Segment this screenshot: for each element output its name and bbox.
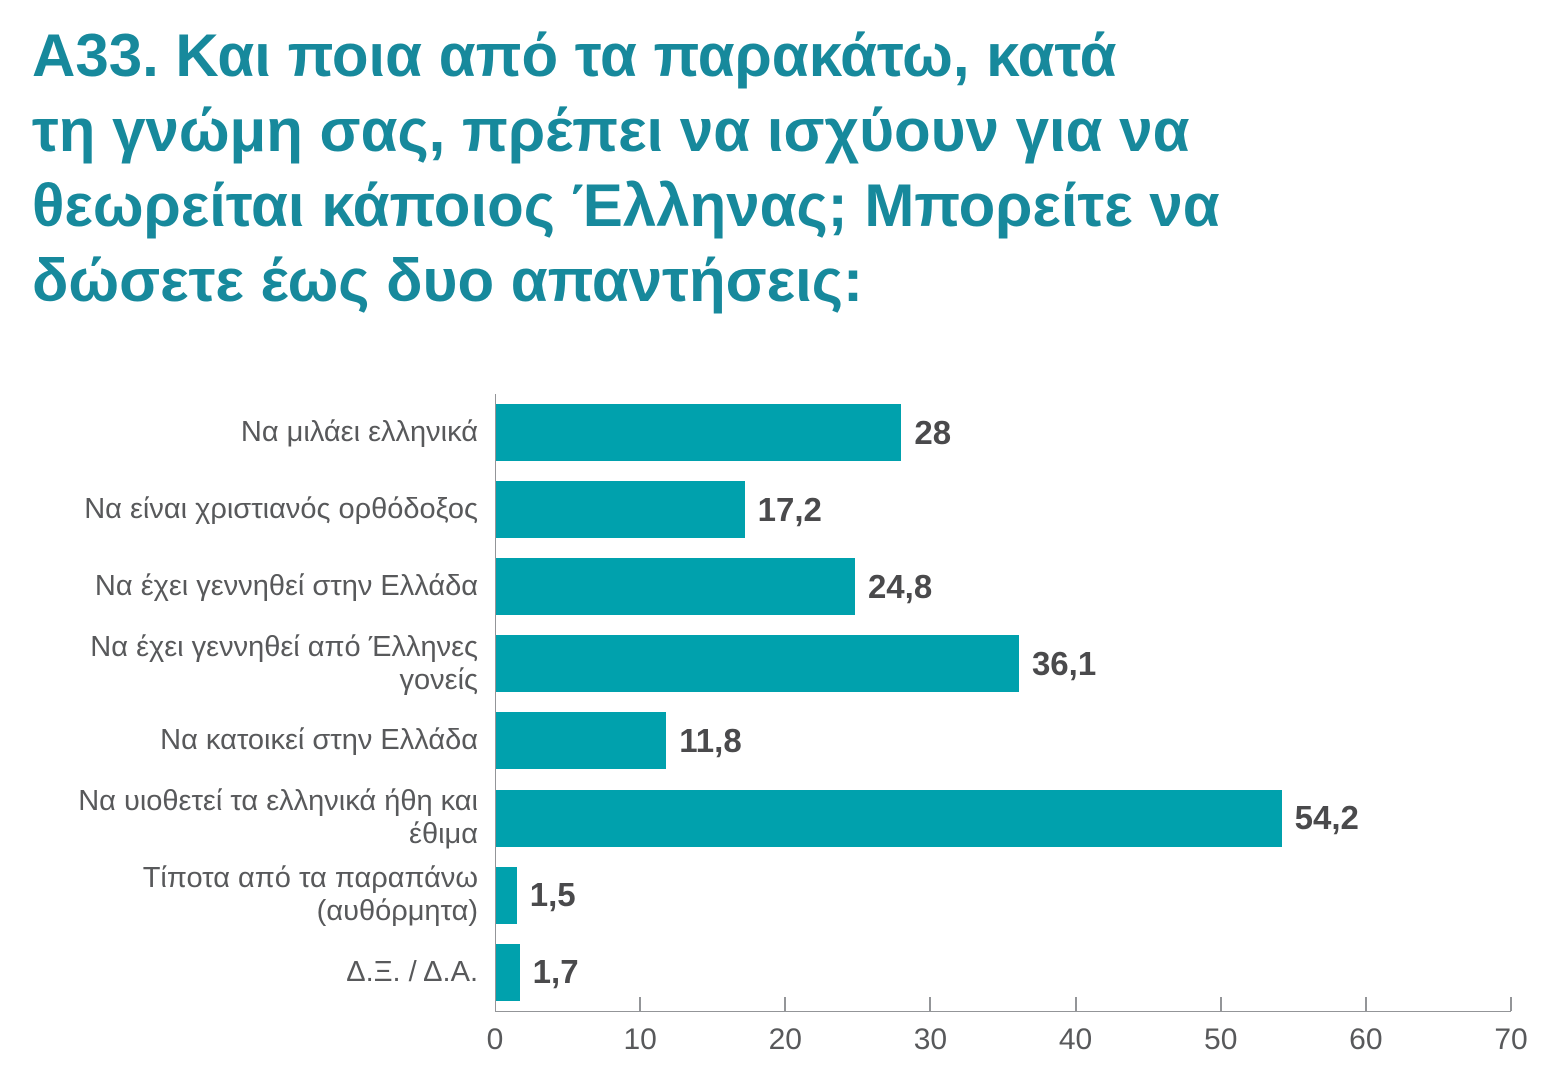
bar-row: Δ.Ξ. / Δ.Α. 1,7: [30, 934, 1511, 1011]
chart-title: Α33. Και ποια από τα παρακάτω, κατά τη γ…: [32, 22, 1220, 314]
bar-row: Να έχει γεννηθεί στην Ελλάδα 24,8: [30, 548, 1511, 625]
x-axis-line: [495, 1011, 1511, 1012]
x-axis-tick-label: 70: [1494, 1023, 1528, 1056]
x-axis-tick-label: 50: [1204, 1023, 1238, 1056]
x-axis-tick: [1510, 997, 1512, 1011]
category-label: Να έχει γεννηθεί στην Ελλάδα: [94, 570, 478, 603]
bar: [495, 558, 855, 616]
bar-row: Να μιλάει ελληνικά 28: [30, 394, 1511, 471]
horizontal-bar-chart: Να μιλάει ελληνικά 28 Να είναι χριστιανός …: [30, 394, 1530, 1086]
bar: [495, 635, 1019, 693]
x-axis-tick: [1364, 997, 1367, 1011]
x-axis-tick: [639, 997, 642, 1011]
bar: [495, 404, 902, 462]
bar-row: Να είναι χριστιανός ορθόδοξος 17,2: [30, 471, 1511, 548]
bar-track: 36,1: [495, 635, 1511, 693]
category-label: Δ.Ξ. / Δ.Α.: [346, 955, 478, 988]
bar: [495, 789, 1282, 847]
bar-track: 11,8: [495, 712, 1511, 770]
y-axis-line: [495, 394, 496, 1012]
x-axis-tick: [929, 997, 932, 1011]
bar-track: 54,2: [495, 789, 1511, 847]
bar-row: Να κατοικεί στην Ελλάδα 11,8: [30, 702, 1511, 779]
value-label: 1,7: [532, 953, 579, 991]
x-axis-tick-label: 40: [1058, 1023, 1093, 1056]
bar: [495, 712, 667, 770]
x-axis-tick: [1219, 997, 1222, 1011]
category-label: Να υιοθετεί τα ελληνικά ήθη και έθιμα: [78, 785, 478, 851]
category-label: Να έχει γεννηθεί από Έλληνες γονείς: [90, 630, 478, 696]
value-label: 1,5: [529, 876, 576, 914]
bar-track: 1,5: [495, 866, 1511, 924]
x-axis-tick-label: 10: [623, 1023, 657, 1056]
value-label: 36,1: [1031, 644, 1097, 682]
x-axis-tick: [784, 997, 787, 1011]
x-axis-tick: [1074, 997, 1077, 1011]
x-axis-tick-label: 30: [913, 1023, 948, 1056]
value-label: 17,2: [757, 490, 822, 528]
bar: [495, 866, 517, 924]
category-label: Να κατοικεί στην Ελλάδα: [160, 724, 478, 757]
bar-row: Τίποτα από τα παραπάνω (αυθόρμητα) 1,5: [30, 857, 1511, 934]
bar-row: Να υιοθετεί τα ελληνικά ήθη και έθιμα 54,…: [30, 779, 1511, 856]
category-label: Τίποτα από τα παραπάνω (αυθόρμητα): [142, 862, 478, 928]
x-axis-tick-label: 20: [768, 1023, 802, 1056]
bar-track: 28: [495, 404, 1511, 462]
bar-track: 1,7: [495, 943, 1511, 1001]
bar-row: Να έχει γεννηθεί από Έλληνες γονείς 36,1: [30, 625, 1511, 702]
x-axis-tick-label: 0: [486, 1023, 504, 1056]
category-label: Να μιλάει ελληνικά: [240, 416, 478, 449]
category-label: Να είναι χριστιανός ορθόδοξος: [84, 493, 478, 526]
value-label: 11,8: [679, 721, 742, 759]
bar: [495, 481, 745, 539]
bar-rows: Να μιλάει ελληνικά 28 Να είναι χριστιανός …: [30, 394, 1511, 1011]
bar-track: 17,2: [495, 481, 1511, 539]
value-label: 24,8: [867, 567, 933, 605]
value-label: 28: [914, 413, 952, 451]
bar-track: 24,8: [495, 558, 1511, 616]
value-label: 54,2: [1294, 799, 1359, 837]
bar: [495, 943, 520, 1001]
x-axis-tick-label: 60: [1349, 1023, 1383, 1056]
